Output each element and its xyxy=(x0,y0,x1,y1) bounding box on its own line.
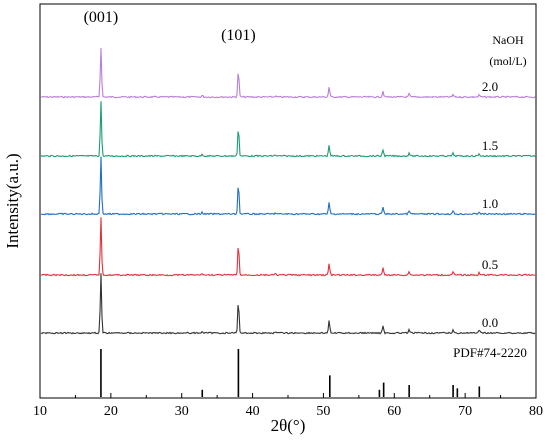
series-label: 2.0 xyxy=(482,79,498,94)
x-tick-label: 50 xyxy=(316,404,330,419)
x-axis-ticks: 10 20 30 40 50 60 70 80 xyxy=(33,393,543,419)
series-line-0.0 xyxy=(40,273,536,335)
x-tick-label: 30 xyxy=(175,404,189,419)
series-line-1.0 xyxy=(40,156,536,216)
series-label: 1.5 xyxy=(482,138,498,153)
x-tick-label: 60 xyxy=(387,404,401,419)
series-label: 1.0 xyxy=(482,196,498,211)
y-axis-label: Intensity(a.u.) xyxy=(3,153,22,248)
legend-title-line2: (mol/L) xyxy=(489,54,526,68)
series-label: 0.0 xyxy=(482,315,498,330)
peak-annotation: (001) xyxy=(84,9,119,26)
series-line-0.5 xyxy=(40,217,536,277)
labels-layer: 2.0 1.5 1.0 0.5 0.0 (001) (101) xyxy=(84,9,499,330)
x-tick-label: 70 xyxy=(458,404,472,419)
legend-title-line1: NaOH xyxy=(492,33,524,47)
series-label: 0.5 xyxy=(482,257,498,272)
x-tick-label: 10 xyxy=(33,404,47,419)
series-line-2.0 xyxy=(40,47,536,99)
reference-pattern xyxy=(100,349,481,397)
x-tick-label: 40 xyxy=(246,404,260,419)
peak-annotation: (101) xyxy=(221,27,256,44)
series-layer xyxy=(40,47,536,335)
reference-label: PDF#74-2220 xyxy=(453,345,527,360)
x-axis-label: 2θ(°) xyxy=(271,416,306,435)
x-tick-label: 20 xyxy=(104,404,118,419)
series-line-1.5 xyxy=(40,101,536,158)
plot-frame xyxy=(39,3,537,399)
x-tick-label: 80 xyxy=(529,404,543,419)
